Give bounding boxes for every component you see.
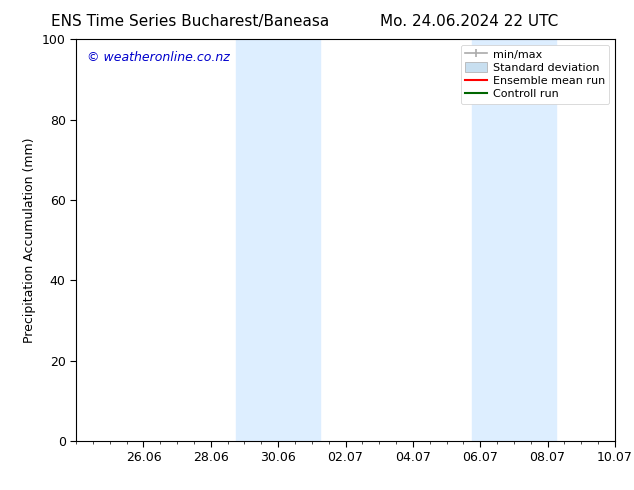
Legend: min/max, Standard deviation, Ensemble mean run, Controll run: min/max, Standard deviation, Ensemble me… — [460, 45, 609, 104]
Bar — [472, 39, 556, 441]
Text: © weatheronline.co.nz: © weatheronline.co.nz — [87, 51, 230, 64]
Text: ENS Time Series Bucharest/Baneasa: ENS Time Series Bucharest/Baneasa — [51, 14, 329, 29]
Y-axis label: Precipitation Accumulation (mm): Precipitation Accumulation (mm) — [23, 137, 36, 343]
Text: Mo. 24.06.2024 22 UTC: Mo. 24.06.2024 22 UTC — [380, 14, 559, 29]
Bar — [236, 39, 320, 441]
